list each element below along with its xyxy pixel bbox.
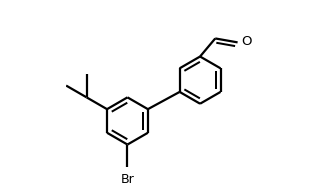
- Text: O: O: [241, 36, 252, 48]
- Text: Br: Br: [120, 173, 134, 186]
